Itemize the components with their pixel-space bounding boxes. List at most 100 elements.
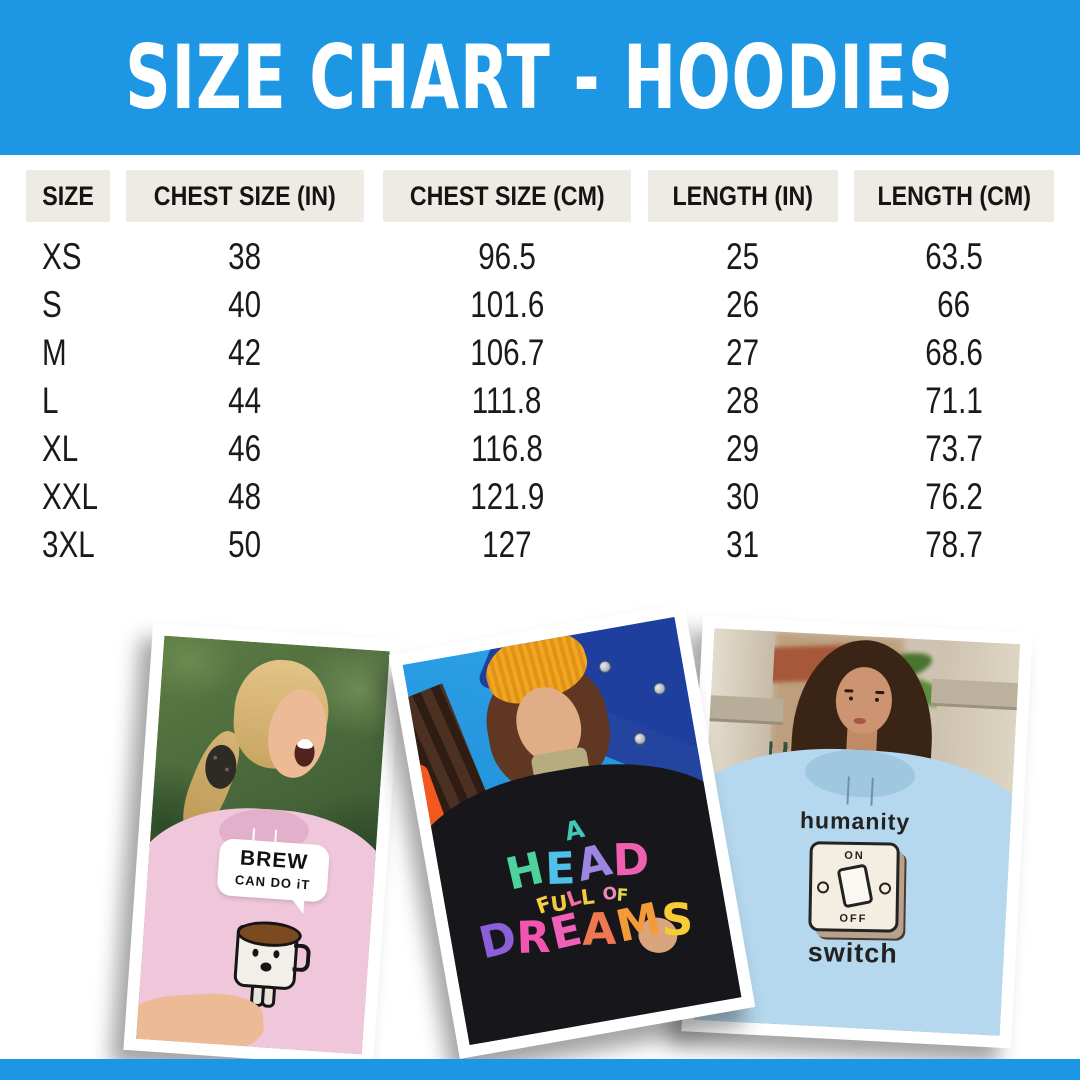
- size-table-cell: 46: [126, 425, 364, 473]
- dreams-graphic: A HEAD FULL OF DREAMS: [456, 805, 708, 970]
- size-table-cell-value: 71.1: [925, 380, 983, 421]
- switch-off-label: OFF: [839, 913, 868, 926]
- switch-toggle: [836, 863, 874, 909]
- size-table-cell-value: 46: [228, 428, 262, 469]
- size-table-cell: 44: [126, 377, 364, 425]
- eyebrow: [844, 689, 854, 693]
- size-table-cell: 121.9: [383, 473, 631, 521]
- column-header: LENGTH (IN): [648, 170, 838, 222]
- size-table-cell-value: 38: [228, 236, 262, 277]
- size-table-cell-value: 66: [937, 284, 971, 325]
- column-values: 96.5 101.6 106.7 111.8 116.8 121.9 127: [383, 233, 631, 569]
- humanity-switch-graphic: humanity ON OFF switch: [755, 807, 954, 971]
- speech-bubble: BREW CAN DO iT: [216, 837, 331, 903]
- size-table-cell: XXL: [26, 473, 110, 521]
- size-table-cell-value: L: [42, 380, 59, 421]
- cup-eye: [252, 948, 260, 958]
- size-table-cell: M: [26, 329, 110, 377]
- cup-mouth: [260, 961, 273, 972]
- size-table-cell-value: 30: [726, 476, 760, 517]
- black-hoodie-photo: A HEAD FULL OF DREAMS: [402, 616, 742, 1046]
- size-table-cell: 78.7: [854, 521, 1054, 569]
- size-table-cell: 66: [854, 281, 1054, 329]
- size-table-cell: XS: [26, 233, 110, 281]
- column-header: CHEST SIZE (IN): [126, 170, 364, 222]
- size-table-column-chest-cm: CHEST SIZE (CM) 96.5 101.6 106.7 111.8 116.8…: [383, 170, 631, 569]
- photo-pink-hoodie: BREW CAN DO iT: [123, 622, 403, 1068]
- woman-arm: [136, 990, 266, 1055]
- size-table-cell-value: 106.7: [469, 332, 545, 373]
- size-table-cell: 111.8: [383, 377, 631, 425]
- column-header-label: LENGTH (CM): [877, 180, 1031, 211]
- size-table-cell-value: 76.2: [925, 476, 983, 517]
- size-table-cell: 116.8: [383, 425, 631, 473]
- size-table-cell-value: 116.8: [471, 428, 543, 469]
- column-header: SIZE: [26, 170, 110, 222]
- size-table-cell: 30: [648, 473, 838, 521]
- size-table-cell: 40: [126, 281, 364, 329]
- size-table-column-length-cm: LENGTH (CM) 63.5 66 68.6 71.1 73.7 76.2 78.7: [854, 170, 1054, 569]
- column-header-label: SIZE: [42, 180, 94, 211]
- size-table-cell-value: 28: [726, 380, 760, 421]
- size-table-cell-value: 31: [726, 524, 760, 565]
- column-values: XS S M L XL XXL 3XL: [26, 233, 110, 569]
- eyebrow: [875, 690, 885, 695]
- size-table-cell-value: 127: [482, 524, 532, 565]
- size-table-cell-value: 48: [228, 476, 262, 517]
- size-table-cell-value: 27: [726, 332, 760, 373]
- size-table-cell-value: 29: [726, 428, 760, 469]
- humanity-text: humanity: [799, 807, 911, 836]
- size-table-cell: 31: [648, 521, 838, 569]
- size-table-cell: 63.5: [854, 233, 1054, 281]
- size-table-cell: 96.5: [383, 233, 631, 281]
- size-table-cell: 25: [648, 233, 838, 281]
- size-table-cell: 101.6: [383, 281, 631, 329]
- column-header-label: LENGTH (IN): [672, 180, 814, 211]
- size-table-cell: 48: [126, 473, 364, 521]
- size-table-cell-value: 111.8: [472, 380, 542, 421]
- cup-leg: [261, 985, 277, 1008]
- size-table-cell-value: 25: [726, 236, 760, 277]
- size-table-cell: L: [26, 377, 110, 425]
- size-table-cell-value: 50: [228, 524, 262, 565]
- size-table-cell-value: 68.6: [925, 332, 983, 373]
- eye: [848, 696, 853, 701]
- page-title: SIZE CHART - HOODIES: [125, 26, 955, 129]
- column-values: 25 26 27 28 29 30 31: [648, 233, 838, 569]
- column-header-label: CHEST SIZE (IN): [154, 180, 336, 211]
- size-table-cell: 27: [648, 329, 838, 377]
- screw: [878, 882, 892, 896]
- size-table-cell-value: 73.7: [925, 428, 983, 469]
- size-table-cell-value: 42: [228, 332, 262, 373]
- size-table-cell-value: 96.5: [478, 236, 536, 277]
- size-table-column-size: SIZE XS S M L XL XXL 3XL: [26, 170, 110, 569]
- size-table-column-chest-in: CHEST SIZE (IN) 38 40 42 44 46 48 50: [126, 170, 364, 569]
- size-table-cell-value: XL: [42, 428, 79, 469]
- banner: SIZE CHART - HOODIES: [0, 0, 1080, 155]
- size-table-column-length-in: LENGTH (IN) 25 26 27 28 29 30 31: [648, 170, 838, 569]
- size-table-cell: 38: [126, 233, 364, 281]
- size-table-cell: 76.2: [854, 473, 1054, 521]
- eye: [875, 698, 880, 703]
- column-values: 63.5 66 68.6 71.1 73.7 76.2 78.7: [854, 233, 1054, 569]
- size-table-cell: 28: [648, 377, 838, 425]
- size-table-cell: 50: [126, 521, 364, 569]
- size-table-cell-value: 121.9: [469, 476, 545, 517]
- size-table-cell-value: 26: [726, 284, 760, 325]
- size-table-cell-value: M: [42, 332, 67, 373]
- size-table-cell: 127: [383, 521, 631, 569]
- size-table-cell-value: S: [42, 284, 62, 325]
- size-table-cell: S: [26, 281, 110, 329]
- size-table-cell-value: 44: [228, 380, 262, 421]
- pillar-cap: [931, 678, 1021, 711]
- light-switch-plate: ON OFF: [808, 841, 900, 934]
- size-table-cell-value: 63.5: [925, 236, 983, 277]
- size-table-cell-value: XXL: [42, 476, 98, 517]
- column-values: 38 40 42 44 46 48 50: [126, 233, 364, 569]
- cup-eye: [273, 950, 281, 959]
- size-table-cell: 106.7: [383, 329, 631, 377]
- screw: [816, 881, 830, 894]
- switch-text: switch: [807, 937, 899, 970]
- size-table-cell: 73.7: [854, 425, 1054, 473]
